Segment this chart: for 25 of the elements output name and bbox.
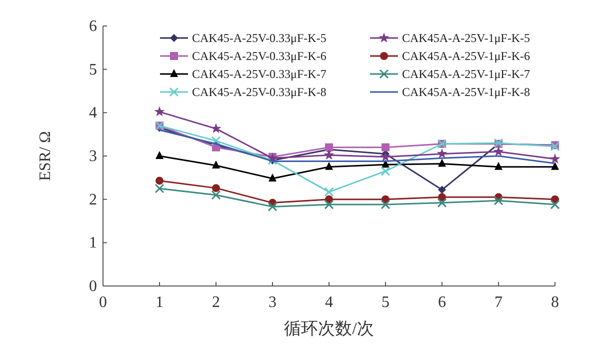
y-tick-label: 0 — [89, 278, 97, 295]
x-tick-label: 1 — [156, 294, 164, 311]
x-tick-label: 2 — [212, 294, 220, 311]
y-tick-label: 6 — [89, 18, 97, 35]
x-tick-label: 5 — [382, 294, 390, 311]
y-tick-label: 1 — [89, 234, 97, 252]
legend-label: CAK45-A-25V-0.33μF-K-6 — [192, 49, 326, 63]
legend-label: CAK45-A-25V-0.33μF-K-5 — [192, 31, 326, 45]
y-tick-label: 2 — [89, 191, 97, 208]
x-tick-label: 7 — [494, 294, 502, 311]
y-tick-label: 3 — [89, 148, 97, 165]
x-tick-label: 6 — [438, 294, 446, 311]
legend-label: CAK45-A-25V-0.33μF-K-8 — [192, 85, 326, 99]
legend-label: CAK45-A-25V-0.33μF-K-7 — [192, 67, 326, 81]
y-tick-label: 4 — [89, 104, 97, 122]
x-tick-label: 4 — [325, 294, 333, 311]
x-axis-title: 循环次数/次 — [284, 319, 374, 338]
legend-label: CAK45A-A-25V-1μF-K-5 — [402, 31, 530, 45]
y-tick-label: 5 — [89, 61, 97, 78]
legend-label: CAK45A-A-25V-1μF-K-7 — [402, 67, 530, 81]
y-axis-title: ESR/ Ω — [37, 131, 54, 181]
legend-label: CAK45A-A-25V-1μF-K-6 — [402, 49, 530, 63]
x-tick-label: 3 — [268, 294, 276, 311]
legend-label: CAK45A-A-25V-1μF-K-8 — [402, 85, 530, 99]
x-tick-label: 8 — [551, 294, 559, 311]
